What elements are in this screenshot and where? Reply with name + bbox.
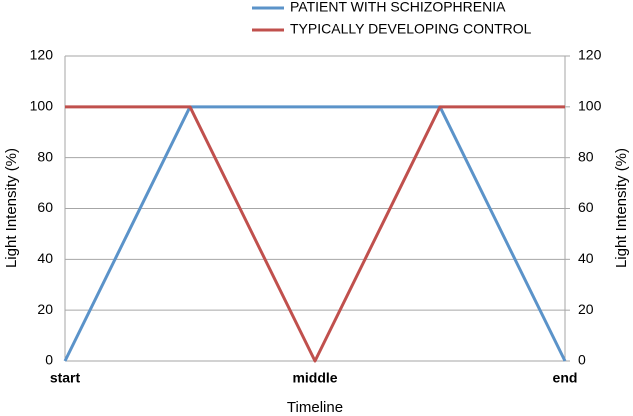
y-tick-label: 0: [45, 352, 53, 368]
y-axis-title: Light Intensity (%): [3, 148, 20, 268]
y2-tick-label: 80: [578, 148, 594, 164]
series-line: [65, 105, 565, 363]
y2-tick-label: 20: [578, 301, 594, 317]
series-line: [63, 105, 567, 362]
legend-label: PATIENT WITH SCHIZOPHRENIA: [290, 0, 506, 15]
y-tick-label: 40: [37, 250, 53, 266]
y2-axis-title: Light Intensity (%): [613, 148, 630, 268]
y-tick-label: 80: [37, 148, 53, 164]
y2-tick-label: 40: [578, 250, 594, 266]
y2-tick-label: 0: [578, 352, 586, 368]
x-tick-label: start: [50, 370, 81, 386]
y-tick-label: 60: [37, 199, 53, 215]
y2-tick-label: 100: [578, 98, 602, 114]
y2-tick-label: 60: [578, 199, 594, 215]
y2-tick-label: 120: [578, 47, 602, 63]
x-tick-label: end: [553, 370, 578, 386]
y-tick-label: 120: [30, 47, 54, 63]
legend-label: TYPICALLY DEVELOPING CONTROL: [290, 21, 532, 37]
x-tick-label: middle: [292, 370, 337, 386]
y-tick-label: 20: [37, 301, 53, 317]
x-axis-title: Timeline: [287, 399, 343, 416]
y-tick-label: 100: [30, 98, 54, 114]
